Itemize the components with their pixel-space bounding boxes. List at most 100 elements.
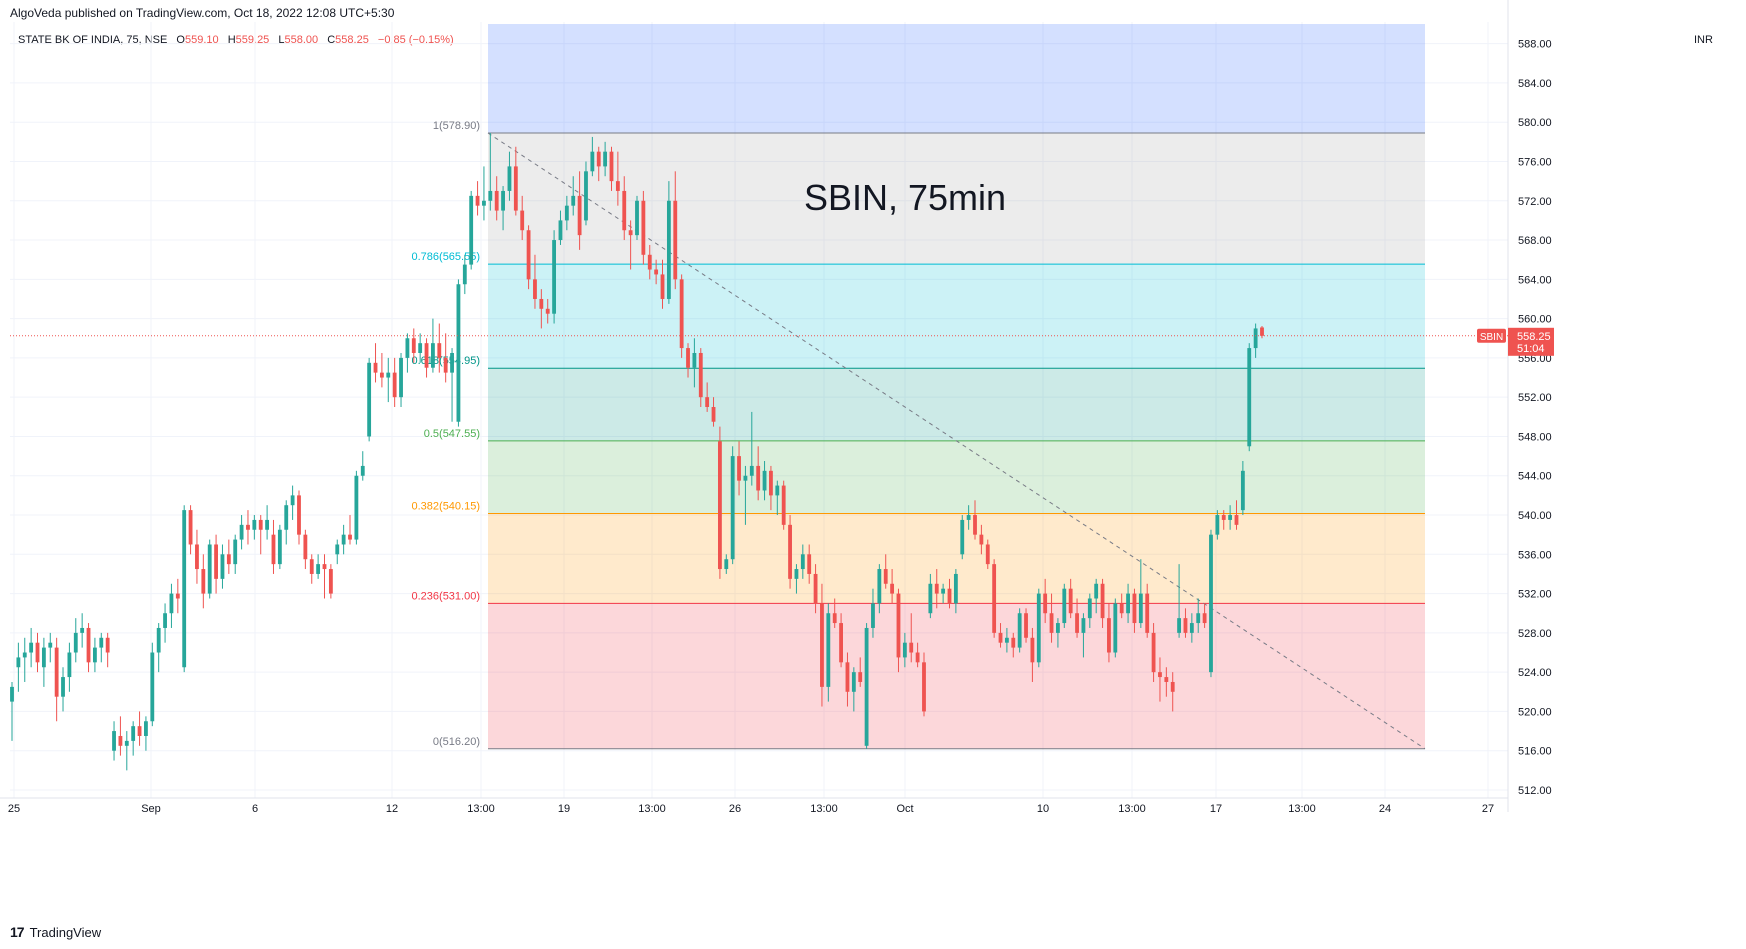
candle-body	[596, 151, 601, 167]
candle-body	[513, 166, 518, 211]
price-tick-label: 540.00	[1518, 510, 1552, 522]
candle-body	[953, 573, 958, 604]
candle-body	[35, 642, 40, 663]
price-tick-label: 576.00	[1518, 156, 1552, 168]
candle-body	[609, 151, 614, 182]
legend-low-value: 558.00	[284, 34, 319, 46]
candle-body	[482, 200, 486, 206]
candle-body	[1209, 534, 1213, 673]
candle-body	[769, 470, 773, 496]
candle-body	[309, 559, 314, 574]
candle-body	[928, 583, 933, 614]
time-tick-label: 13:00	[810, 803, 838, 815]
legend-change: −0.85 (−0.15%)	[377, 34, 454, 46]
candle-body	[724, 559, 729, 570]
fib-band	[488, 264, 1425, 369]
candle-body	[1170, 681, 1175, 692]
candle-body	[717, 441, 722, 570]
candle-body	[584, 171, 588, 221]
candle-body	[22, 652, 27, 658]
time-tick-label: 19	[558, 803, 570, 815]
price-tick-label: 524.00	[1518, 667, 1552, 679]
candle-body	[577, 195, 582, 236]
candle-body	[960, 519, 965, 555]
currency-label: INR	[1694, 34, 1713, 46]
time-tick-label: 13:00	[1288, 803, 1316, 815]
candle-body	[711, 407, 716, 422]
price-tick-label: 568.00	[1518, 235, 1552, 247]
candle-body	[1253, 328, 1258, 349]
candle-body	[545, 308, 550, 314]
candle-body	[297, 495, 301, 535]
candle-body	[303, 534, 308, 560]
price-axis[interactable]: 588.00 584.00 580.00 576.00 572.00 568.00 564.…	[1518, 39, 1552, 797]
candle-body	[1260, 327, 1264, 336]
candle-body	[1196, 613, 1201, 624]
candle-body	[92, 647, 97, 663]
candle-body	[628, 230, 633, 236]
legend-high-value: 559.25	[235, 34, 270, 46]
candle-body	[998, 632, 1003, 643]
candle-body	[360, 465, 365, 476]
candle-body	[341, 534, 346, 545]
candle-body	[1177, 618, 1182, 633]
candle-body	[813, 573, 818, 604]
candle-body	[922, 662, 926, 712]
candle-body	[10, 686, 14, 702]
candle-body	[1138, 593, 1143, 624]
ohlc-legend: STATE BK OF INDIA, 75, NSE O559.10 H559.…	[18, 34, 454, 46]
legend-open-value: 559.10	[184, 34, 219, 46]
price-tick-label: 512.00	[1518, 785, 1552, 797]
candle-body	[1145, 593, 1150, 633]
candle-body	[431, 343, 435, 368]
candle-body	[979, 534, 984, 545]
candle-body	[386, 372, 391, 378]
candle-body	[749, 465, 754, 476]
candle-body	[348, 534, 352, 540]
candle-body	[1113, 603, 1118, 653]
symbol-tag-text: SBIN	[1480, 332, 1503, 343]
candle-body	[488, 190, 493, 201]
candles	[10, 133, 1264, 771]
candle-body	[188, 510, 193, 545]
candle-body	[501, 190, 505, 211]
candle-body	[220, 554, 225, 579]
candle-body	[641, 200, 646, 255]
candle-body	[124, 740, 129, 746]
candle-body	[1202, 613, 1207, 624]
candle-body	[265, 519, 270, 530]
bar-countdown-text: 51:04	[1517, 343, 1545, 355]
candle-body	[877, 569, 882, 604]
candle-body	[137, 726, 142, 736]
candle-body	[1017, 613, 1022, 648]
legend-open-label: O	[176, 34, 185, 46]
candle-body	[1062, 588, 1067, 624]
candle-body	[80, 627, 85, 633]
candle-body	[456, 284, 461, 422]
time-axis[interactable]: 25 Sep 6 12 13:00 19 13:00 26 13:00 Oct 10 13:00 17 1…	[8, 803, 1494, 815]
candle-body	[794, 569, 799, 579]
candle-body	[1024, 613, 1028, 638]
candle-body	[16, 657, 21, 668]
last-price-text: 558.25	[1517, 331, 1551, 343]
fibonacci-retracement[interactable]: 1(578.90)0.786(565.55)0.618(554.95)0.5(5…	[412, 24, 1426, 750]
candle-body	[737, 456, 741, 481]
candle-body	[475, 195, 480, 206]
tradingview-logo[interactable]: 17 TradingView	[10, 924, 101, 940]
candle-body	[1240, 470, 1245, 511]
candle-body	[564, 205, 569, 221]
candle-body	[947, 588, 952, 604]
candle-body	[112, 731, 116, 751]
fib-level-label: 0(516.20)	[433, 736, 480, 748]
candle-body	[692, 352, 697, 368]
candle-body	[820, 603, 824, 687]
candle-body	[1107, 618, 1111, 653]
time-tick-label: Sep	[141, 803, 161, 815]
candle-body	[934, 583, 939, 594]
candle-body	[399, 357, 403, 398]
candle-body	[666, 200, 671, 299]
candle-body	[86, 627, 91, 663]
candle-body	[207, 544, 212, 594]
candle-body	[851, 672, 856, 692]
